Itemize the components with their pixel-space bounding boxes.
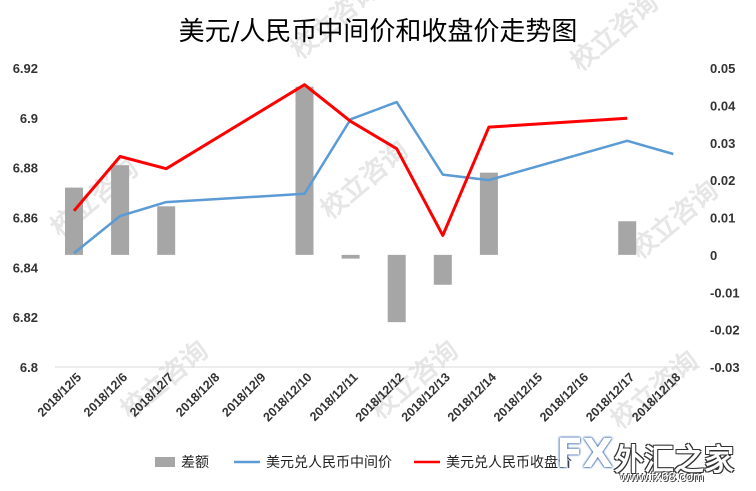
watermark-text: 校立咨询 [315, 135, 415, 226]
brand-fx-text: FX [556, 431, 613, 477]
right-tick-label: 0.02 [710, 173, 735, 188]
x-tick-label: 2018/12/9 [219, 370, 268, 419]
bar-diff [618, 221, 637, 255]
left-tick-label: 6.82 [13, 310, 38, 325]
watermark-text: 校立咨询 [45, 153, 145, 244]
right-tick-label: -0.03 [710, 360, 740, 375]
x-tick-label: 2018/12/10 [260, 370, 314, 424]
left-tick-label: 6.84 [13, 260, 39, 275]
left-tick-label: 6.8 [20, 360, 38, 375]
bar-series [65, 86, 637, 323]
line-series [72, 83, 674, 255]
brand-url: www.fx68.com [620, 469, 704, 484]
left-tick-label: 6.9 [20, 111, 38, 126]
right-tick-label: -0.01 [710, 285, 740, 300]
right-tick-label: 0.05 [710, 61, 735, 76]
legend: 差额 美元兑人民币中间价 美元兑人民币收盘价 [155, 454, 572, 471]
chart-title: 美元/人民币中间价和收盘价走势图 [179, 17, 578, 47]
right-tick-label: -0.02 [710, 323, 740, 338]
x-tick-label: 2018/12/16 [537, 370, 591, 424]
legend-label: 差额 [181, 455, 209, 471]
right-tick-label: 0.04 [710, 98, 736, 113]
left-tick-label: 6.88 [13, 161, 38, 176]
right-tick-label: 0.03 [710, 136, 735, 151]
bar-diff [433, 254, 452, 285]
right-axis: -0.03 -0.02 -0.01 0 0.01 0.02 0.03 0.04 0.05 [710, 61, 740, 375]
close-price-line [72, 83, 628, 237]
bar-diff [387, 254, 406, 323]
right-tick-label: 0 [710, 248, 717, 263]
right-tick-label: 0.01 [710, 211, 735, 226]
bar-diff [157, 206, 176, 255]
x-tick-label: 2018/12/5 [35, 370, 84, 419]
left-tick-label: 6.86 [13, 211, 38, 226]
bar-diff [479, 172, 498, 255]
left-axis: 6.8 6.82 6.84 6.86 6.88 6.9 6.92 [13, 61, 39, 375]
brand-logo: FX 外汇之家 www.fx68.com [554, 431, 750, 485]
legend-label: 美元兑人民币中间价 [266, 455, 392, 471]
legend-label: 美元兑人民币收盘价 [446, 454, 572, 471]
legend-swatch-bar [155, 457, 175, 467]
x-tick-label: 2018/12/15 [491, 370, 545, 424]
mid-price-line [73, 100, 674, 255]
left-tick-label: 6.92 [13, 61, 38, 76]
x-tick-label: 2018/12/14 [445, 370, 499, 424]
bar-diff [341, 254, 360, 259]
bar-diff [295, 86, 314, 255]
bar-diff [111, 165, 130, 255]
bar-diff [65, 187, 83, 255]
watermark-text: 校立咨询 [565, 0, 665, 77]
brand-name: 外汇之家 [614, 443, 734, 478]
